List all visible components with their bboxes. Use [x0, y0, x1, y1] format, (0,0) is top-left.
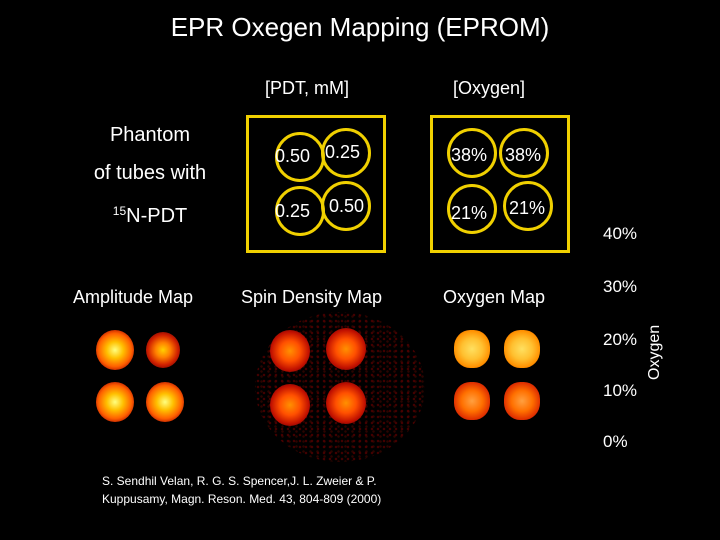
oxygen-map-spot: [454, 330, 490, 368]
scale-tick-label: 10%: [603, 381, 638, 400]
phantom-line-1: Phantom: [109, 124, 191, 146]
citation-line-2: Kuppusamy, Magn. Reson. Med. 43, 804-809…: [102, 492, 382, 506]
phantom-line-3: 15N-PDT: [70, 192, 230, 235]
pdt-value: 0.50: [329, 196, 365, 216]
oxygen-tube-circle: [499, 128, 549, 178]
oxygen-box: 38% 38% 21% 21%: [430, 115, 570, 253]
oxygen-tube-circle: [503, 181, 553, 231]
pdt-value: 0.25: [275, 201, 311, 221]
oxygen-value: 38%: [505, 145, 542, 165]
scale-tick-label: 0%: [603, 432, 628, 451]
oxygen-tube-circle: [447, 184, 497, 234]
oxygen-value: 21%: [509, 198, 546, 218]
oxygen-map-label: Oxygen Map: [443, 287, 546, 307]
scale-tick-label: 30%: [603, 277, 638, 296]
pdt-header: [PDT, mM]: [265, 78, 349, 98]
pdt-value: 0.25: [325, 142, 361, 162]
scale-tick-label: 40%: [603, 224, 638, 243]
amplitude-spot: [96, 330, 134, 370]
slide-title: EPR Oxegen Mapping (EPROM): [170, 12, 550, 42]
scale-axis-label: Oxygen: [646, 324, 663, 380]
pdt-box: 0.50 0.25 0.25 0.50: [246, 115, 386, 253]
oxygen-map-spot: [504, 382, 540, 420]
oxygen-header: [Oxygen]: [453, 78, 526, 98]
spin-density-map-label: Spin Density Map: [241, 287, 383, 307]
amplitude-spot: [146, 382, 184, 422]
spin-density-spot: [326, 382, 366, 424]
pdt-value: 0.50: [275, 146, 311, 166]
isotope-name: N-PDT: [126, 205, 188, 227]
pdt-tube-circle: [321, 181, 371, 231]
amplitude-map-label: Amplitude Map: [73, 287, 194, 307]
spin-density-map-image: [262, 322, 382, 437]
citation: S. Sendhil Velan, R. G. S. Spencer,J. L.…: [102, 472, 462, 508]
amplitude-spot: [96, 382, 134, 422]
oxygen-map-spot: [504, 330, 540, 368]
oxygen-value: 21%: [451, 203, 488, 223]
oxygen-tube-circle: [447, 128, 497, 178]
spin-density-spot: [270, 384, 310, 426]
spin-density-spot: [326, 328, 366, 370]
phantom-line-2: of tubes with: [93, 162, 207, 184]
phantom-description: Phantom of tubes with 15N-PDT: [70, 116, 230, 235]
oxygen-value: 38%: [451, 145, 488, 165]
isotope-superscript: 15: [112, 204, 127, 218]
citation-line-1: S. Sendhil Velan, R. G. S. Spencer,J. L.…: [102, 474, 377, 488]
amplitude-map-image: [90, 322, 200, 437]
oxygen-map-spot: [454, 382, 490, 420]
pdt-tube-circle: [321, 128, 371, 178]
spin-density-spot: [270, 330, 310, 372]
amplitude-spot: [146, 332, 180, 368]
oxygen-map-image: [448, 322, 558, 437]
scale-tick-label: 20%: [603, 330, 638, 349]
